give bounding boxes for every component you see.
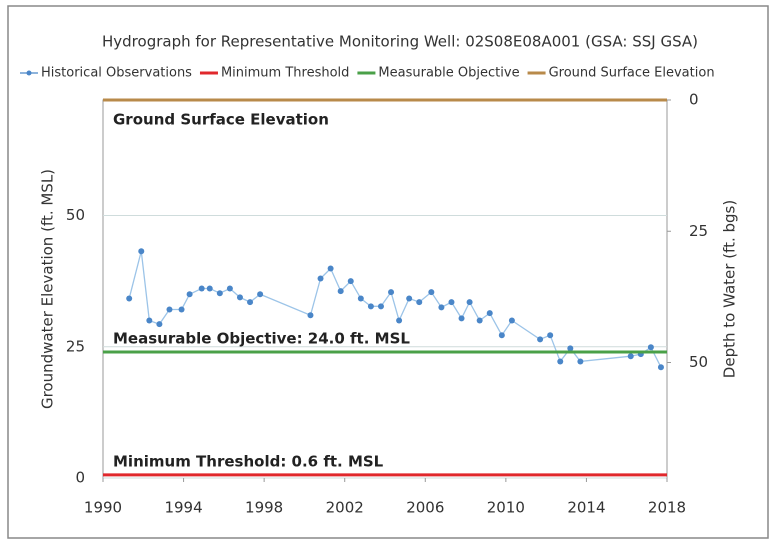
observation-point [186, 291, 193, 298]
observation-point [627, 353, 634, 360]
observation-point [537, 336, 544, 343]
observation-point [547, 332, 554, 339]
legend-label: Historical Observations [41, 66, 192, 81]
observation-point [647, 344, 654, 351]
observation-point [347, 278, 354, 285]
observation-point [198, 285, 205, 292]
observation-point [438, 304, 445, 311]
y2-axis-label: Depth to Water (ft. bgs) [721, 200, 739, 378]
x-tick-label: 1994 [164, 499, 202, 517]
x-tick-label: 1990 [84, 499, 122, 517]
y2-tick-label: 25 [689, 222, 708, 240]
observation-point [486, 310, 493, 317]
frame [7, 5, 769, 539]
observation-point [317, 275, 324, 282]
observation-point [367, 303, 374, 310]
y-axis-label: Groundwater Elevation (ft. MSL) [39, 169, 57, 409]
observation-point [178, 306, 185, 313]
observation-point [156, 321, 163, 328]
observation-point [557, 358, 564, 365]
observation-point [388, 289, 395, 296]
legend-label: Measurable Objective [378, 66, 519, 81]
legend-label: Ground Surface Elevation [549, 66, 715, 81]
x-tick-label: 2014 [567, 499, 605, 517]
observation-point [466, 299, 473, 306]
observation-point [416, 299, 423, 306]
observation-point [206, 285, 213, 292]
observation-point [448, 299, 455, 306]
observation-point [307, 312, 314, 319]
observation-point [458, 315, 465, 322]
observation-point [396, 317, 403, 324]
y2-tick-label: 50 [689, 353, 708, 371]
observation-point [247, 299, 254, 306]
y-tick-label: 25 [66, 337, 85, 355]
observation-point [476, 317, 483, 324]
observation-point [166, 306, 173, 313]
y-tick-label: 0 [75, 469, 85, 487]
observation-point [236, 294, 243, 301]
x-tick-label: 2006 [406, 499, 444, 517]
x-tick-label: 2002 [326, 499, 364, 517]
observation-point [406, 295, 413, 302]
x-tick-label: 1998 [245, 499, 283, 517]
observation-point [257, 291, 264, 298]
y-tick-label: 50 [66, 206, 85, 224]
x-tick-label: 2018 [648, 499, 686, 517]
observation-point [508, 317, 515, 324]
observation-point [337, 288, 344, 295]
observation-point [577, 358, 584, 365]
observation-point [567, 345, 574, 352]
observation-point [657, 364, 664, 371]
annotation: Minimum Threshold: 0.6 ft. MSL [113, 452, 384, 470]
observation-point [216, 290, 223, 297]
observation-point [498, 332, 505, 339]
chart-title: Hydrograph for Representative Monitoring… [102, 33, 698, 51]
annotation: Ground Surface Elevation [113, 111, 329, 129]
observation-point [226, 285, 233, 292]
x-tick-label: 2010 [487, 499, 525, 517]
observation-point [146, 317, 153, 324]
legend-marker [26, 70, 32, 76]
annotation: Measurable Objective: 24.0 ft. MSL [113, 330, 410, 348]
observation-point [428, 289, 435, 296]
observation-point [327, 265, 334, 272]
observation-point [126, 295, 133, 302]
y2-tick-label: 0 [689, 91, 699, 109]
observation-point [138, 248, 145, 255]
observation-point [357, 295, 364, 302]
legend-label: Minimum Threshold [221, 66, 349, 81]
observation-point [377, 303, 384, 310]
